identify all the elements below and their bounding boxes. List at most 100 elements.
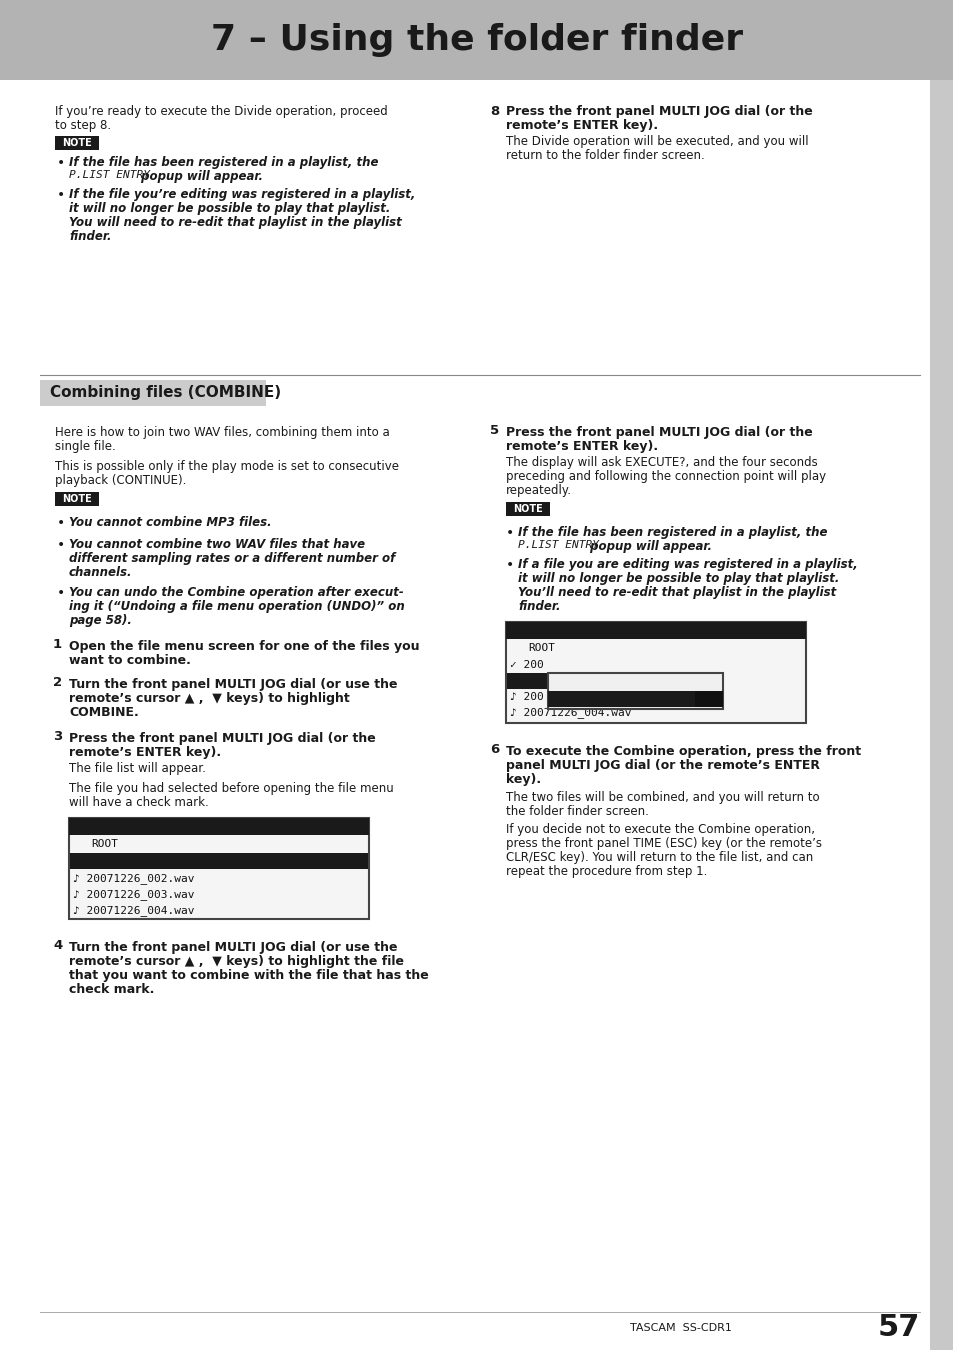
Text: P.LIST ENTRY: P.LIST ENTRY xyxy=(551,694,631,703)
Bar xyxy=(929,80,953,1350)
Bar xyxy=(69,818,369,836)
Text: You can undo the Combine operation after execut-: You can undo the Combine operation after… xyxy=(69,586,403,599)
Text: ♪ 200: ♪ 200 xyxy=(510,693,543,702)
Text: The display will ask EXECUTE?, and the four seconds: The display will ask EXECUTE?, and the f… xyxy=(505,456,817,468)
Text: You will need to re-edit that playlist in the playlist: You will need to re-edit that playlist i… xyxy=(69,216,401,230)
Text: If a file you are editing was registered in a playlist,: If a file you are editing was registered… xyxy=(517,558,857,571)
Text: ♪ 20071226_004.wav: ♪ 20071226_004.wav xyxy=(510,707,631,718)
Text: will have a check mark.: will have a check mark. xyxy=(69,796,209,809)
Text: •: • xyxy=(57,188,65,202)
Text: 7 – Using the folder finder: 7 – Using the folder finder xyxy=(211,23,742,57)
Bar xyxy=(55,491,99,506)
Text: panel MULTI JOG dial (or the remote’s ENTER: panel MULTI JOG dial (or the remote’s EN… xyxy=(505,759,820,772)
Text: --caution--: --caution-- xyxy=(600,678,669,688)
Text: popup will appear.: popup will appear. xyxy=(585,540,711,553)
Text: it will no longer be possible to play that playlist.: it will no longer be possible to play th… xyxy=(517,572,839,585)
Bar xyxy=(40,379,266,406)
Bar xyxy=(505,622,805,639)
Text: 6: 6 xyxy=(490,743,498,756)
Text: Press the front panel MULTI JOG dial (or the: Press the front panel MULTI JOG dial (or… xyxy=(505,105,812,117)
Text: Press the front panel MULTI JOG dial (or the: Press the front panel MULTI JOG dial (or… xyxy=(69,732,375,745)
Text: to step 8.: to step 8. xyxy=(55,119,111,132)
Text: •: • xyxy=(57,539,65,552)
Text: You cannot combine two WAV files that have: You cannot combine two WAV files that ha… xyxy=(69,539,365,551)
Text: ✓ 20071226_001.wav: ✓ 20071226_001.wav xyxy=(73,856,194,867)
Text: 4: 4 xyxy=(53,940,62,952)
Bar xyxy=(505,502,550,516)
Text: NOTE: NOTE xyxy=(62,138,91,148)
Text: NOTE: NOTE xyxy=(513,504,542,514)
Text: Open the file menu screen for one of the files you: Open the file menu screen for one of the… xyxy=(69,640,419,653)
Text: If you’re ready to execute the Divide operation, proceed: If you’re ready to execute the Divide op… xyxy=(55,105,387,117)
Text: The file list will appear.: The file list will appear. xyxy=(69,761,206,775)
Text: The Divide operation will be executed, and you will: The Divide operation will be executed, a… xyxy=(505,135,808,148)
Text: key).: key). xyxy=(505,774,540,786)
Text: the folder finder screen.: the folder finder screen. xyxy=(505,805,648,818)
Text: If you decide not to execute the Combine operation,: If you decide not to execute the Combine… xyxy=(505,824,814,836)
Text: ♪ 200: ♪ 200 xyxy=(510,676,543,686)
Text: Turn the front panel MULTI JOG dial (or use the: Turn the front panel MULTI JOG dial (or … xyxy=(69,941,397,954)
Text: P.LIST ENTRY: P.LIST ENTRY xyxy=(517,540,598,549)
Text: want to combine.: want to combine. xyxy=(69,653,191,667)
Text: 57: 57 xyxy=(877,1314,920,1342)
Text: preceding and following the connection point will play: preceding and following the connection p… xyxy=(505,470,825,483)
Text: Turn the front panel MULTI JOG dial (or use the: Turn the front panel MULTI JOG dial (or … xyxy=(69,678,397,691)
Bar xyxy=(55,136,99,150)
Text: Here is how to join two WAV files, combining them into a: Here is how to join two WAV files, combi… xyxy=(55,427,390,439)
Text: remote’s ENTER key).: remote’s ENTER key). xyxy=(505,119,658,132)
Text: ✓ 200: ✓ 200 xyxy=(510,660,543,670)
Text: If the file you’re editing was registered in a playlist,: If the file you’re editing was registere… xyxy=(69,188,415,201)
Text: •: • xyxy=(505,558,514,572)
Text: ROOT: ROOT xyxy=(91,838,118,849)
Text: repeatedly.: repeatedly. xyxy=(505,485,572,497)
Text: To execute the Combine operation, press the front: To execute the Combine operation, press … xyxy=(505,745,861,757)
Text: single file.: single file. xyxy=(55,440,115,454)
Bar xyxy=(69,818,369,919)
Text: ♪ 20071226_003.wav: ♪ 20071226_003.wav xyxy=(73,890,194,900)
Bar xyxy=(505,622,805,724)
Text: •: • xyxy=(57,586,65,599)
Text: You’ll need to re-edit that playlist in the playlist: You’ll need to re-edit that playlist in … xyxy=(517,586,836,599)
Text: finder.: finder. xyxy=(517,599,560,613)
Bar xyxy=(70,853,368,869)
Text: ing it (“Undoing a file menu operation (UNDO)” on: ing it (“Undoing a file menu operation (… xyxy=(69,599,404,613)
Text: 2: 2 xyxy=(53,676,62,688)
Text: COMBINE.: COMBINE. xyxy=(69,706,138,720)
Text: This is possible only if the play mode is set to consecutive: This is possible only if the play mode i… xyxy=(55,460,398,472)
Text: •: • xyxy=(57,516,65,531)
Text: Combining files (COMBINE): Combining files (COMBINE) xyxy=(50,386,281,401)
Text: remote’s ENTER key).: remote’s ENTER key). xyxy=(505,440,658,454)
Text: You cannot combine MP3 files.: You cannot combine MP3 files. xyxy=(69,516,272,529)
Text: press the front panel TIME (ESC) key (or the remote’s: press the front panel TIME (ESC) key (or… xyxy=(505,837,821,850)
Text: 5: 5 xyxy=(490,424,498,437)
Text: finder.: finder. xyxy=(69,230,112,243)
Text: 3: 3 xyxy=(53,730,62,742)
Text: Press the front panel MULTI JOG dial (or the: Press the front panel MULTI JOG dial (or… xyxy=(505,427,812,439)
Text: The two files will be combined, and you will return to: The two files will be combined, and you … xyxy=(505,791,819,805)
Text: CLR/ESC key). You will return to the file list, and can: CLR/ESC key). You will return to the fil… xyxy=(505,850,812,864)
Text: 8: 8 xyxy=(490,105,498,117)
Bar xyxy=(0,0,953,80)
Text: If the file has been registered in a playlist, the: If the file has been registered in a pla… xyxy=(517,526,826,539)
Text: playback (CONTINUE).: playback (CONTINUE). xyxy=(55,474,186,487)
Text: If the file has been registered in a playlist, the: If the file has been registered in a pla… xyxy=(69,157,378,169)
Text: •: • xyxy=(505,526,514,540)
Text: NOTE: NOTE xyxy=(62,494,91,504)
Bar xyxy=(547,691,695,707)
Text: remote’s ENTER key).: remote’s ENTER key). xyxy=(69,747,221,759)
Text: remote’s cursor ▲ ,  ▼ keys) to highlight: remote’s cursor ▲ , ▼ keys) to highlight xyxy=(69,693,350,705)
Text: •: • xyxy=(57,157,65,170)
Text: that you want to combine with the file that has the: that you want to combine with the file t… xyxy=(69,969,428,981)
Text: page 58).: page 58). xyxy=(69,614,132,626)
Text: return to the folder finder screen.: return to the folder finder screen. xyxy=(505,148,704,162)
Text: FINDER: FINDER xyxy=(510,625,550,634)
Text: ♪ 20071226_002.wav: ♪ 20071226_002.wav xyxy=(73,873,194,884)
Text: popup will appear.: popup will appear. xyxy=(137,170,263,184)
Bar xyxy=(506,674,546,688)
Text: ♪ 20071226_004.wav: ♪ 20071226_004.wav xyxy=(73,906,194,917)
Text: channels.: channels. xyxy=(69,566,132,579)
Text: The file you had selected before opening the file menu: The file you had selected before opening… xyxy=(69,782,394,795)
Bar xyxy=(547,674,722,709)
Text: remote’s cursor ▲ ,  ▼ keys) to highlight the file: remote’s cursor ▲ , ▼ keys) to highlight… xyxy=(69,954,403,968)
Text: check mark.: check mark. xyxy=(69,983,154,996)
